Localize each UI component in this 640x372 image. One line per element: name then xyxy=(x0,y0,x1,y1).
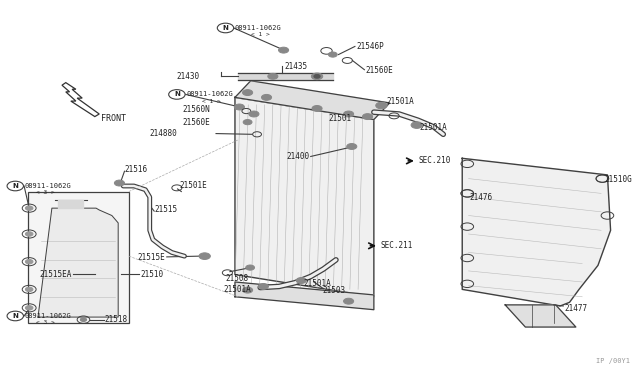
Text: 08911-1062G: 08911-1062G xyxy=(186,92,233,97)
Circle shape xyxy=(115,180,125,186)
Circle shape xyxy=(344,111,354,117)
Circle shape xyxy=(234,104,244,110)
Circle shape xyxy=(259,283,268,289)
Text: 21515EA: 21515EA xyxy=(40,270,72,279)
Text: 21501A: 21501A xyxy=(303,279,331,288)
Polygon shape xyxy=(235,97,374,297)
Text: FRONT: FRONT xyxy=(101,114,126,123)
Circle shape xyxy=(199,253,211,260)
Text: 21477: 21477 xyxy=(564,304,588,313)
Text: 21510: 21510 xyxy=(140,270,163,279)
Circle shape xyxy=(243,287,253,293)
Circle shape xyxy=(26,206,33,211)
Text: 21503: 21503 xyxy=(322,286,345,295)
Polygon shape xyxy=(505,305,576,327)
Circle shape xyxy=(243,90,253,96)
Text: 21501A: 21501A xyxy=(387,97,414,106)
Bar xyxy=(28,192,129,323)
Text: SEC.210: SEC.210 xyxy=(418,156,451,166)
Text: 21476: 21476 xyxy=(470,193,493,202)
Polygon shape xyxy=(235,81,390,119)
Text: SEC.211: SEC.211 xyxy=(380,241,413,250)
Text: 21501E: 21501E xyxy=(179,182,207,190)
Text: 21501A: 21501A xyxy=(223,285,251,294)
Text: 08911-1062G: 08911-1062G xyxy=(24,313,71,319)
Circle shape xyxy=(26,260,33,264)
Text: N: N xyxy=(223,25,228,31)
Text: 08911-1062G: 08911-1062G xyxy=(24,183,71,189)
Text: 21516: 21516 xyxy=(125,165,148,174)
Text: 21430: 21430 xyxy=(177,72,200,81)
Text: N: N xyxy=(12,183,18,189)
Polygon shape xyxy=(38,208,118,317)
Text: IP /00Y1: IP /00Y1 xyxy=(596,358,630,365)
Text: 21400: 21400 xyxy=(286,152,310,161)
Text: 21560N: 21560N xyxy=(182,105,210,115)
Circle shape xyxy=(411,122,422,128)
Text: 214880: 214880 xyxy=(149,129,177,138)
Text: < 1 >: < 1 > xyxy=(251,32,269,37)
Circle shape xyxy=(268,73,278,79)
Circle shape xyxy=(243,119,252,125)
Circle shape xyxy=(314,74,320,78)
Text: 21510G: 21510G xyxy=(605,175,633,184)
Text: < 3 >: < 3 > xyxy=(36,190,55,195)
Circle shape xyxy=(312,106,322,112)
Circle shape xyxy=(26,306,33,310)
Circle shape xyxy=(362,113,372,119)
Text: 21515: 21515 xyxy=(154,205,177,215)
Circle shape xyxy=(249,111,259,117)
Text: 08911-1062G: 08911-1062G xyxy=(235,25,282,31)
Text: N: N xyxy=(174,92,180,97)
Polygon shape xyxy=(62,83,99,116)
Text: 21508: 21508 xyxy=(225,274,248,283)
Text: 21515E: 21515E xyxy=(138,253,166,263)
Circle shape xyxy=(376,102,387,109)
Circle shape xyxy=(262,94,271,100)
Text: 21518: 21518 xyxy=(105,315,128,324)
Text: N: N xyxy=(12,313,18,319)
Circle shape xyxy=(344,298,354,304)
Text: 21560E: 21560E xyxy=(182,118,210,126)
Circle shape xyxy=(246,265,255,270)
Polygon shape xyxy=(462,158,611,306)
Circle shape xyxy=(26,232,33,236)
Text: < 1 >: < 1 > xyxy=(202,99,221,103)
Circle shape xyxy=(328,52,337,57)
Text: 21501A: 21501A xyxy=(419,123,447,132)
Polygon shape xyxy=(235,282,374,310)
Text: 21501: 21501 xyxy=(328,114,352,123)
Text: 21546P: 21546P xyxy=(356,42,384,51)
Text: 21435: 21435 xyxy=(284,61,307,71)
Circle shape xyxy=(80,318,86,321)
Circle shape xyxy=(26,287,33,292)
Text: 21560E: 21560E xyxy=(365,66,394,75)
Circle shape xyxy=(347,144,357,150)
Circle shape xyxy=(278,47,289,53)
Circle shape xyxy=(296,278,307,283)
Circle shape xyxy=(311,73,323,80)
Text: < 3 >: < 3 > xyxy=(36,320,55,325)
